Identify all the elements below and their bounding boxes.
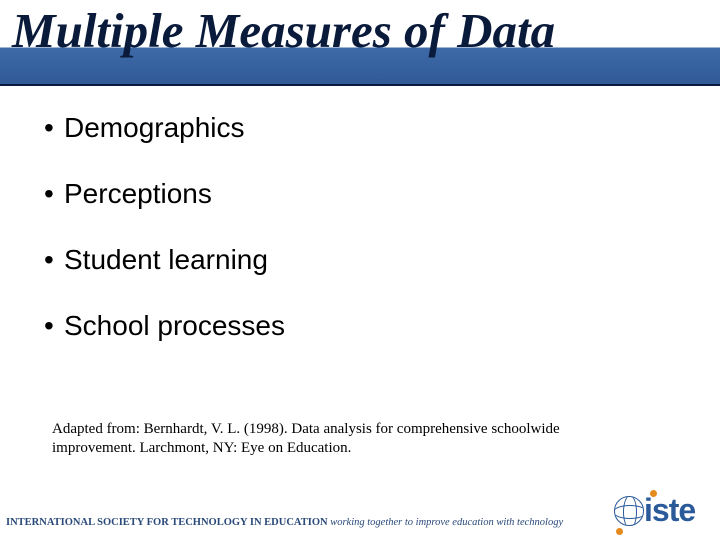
bullet-item: •Student learning bbox=[44, 244, 664, 276]
title-band: Multiple Measures of Data bbox=[0, 0, 720, 86]
footer-text: INTERNATIONAL SOCIETY FOR TECHNOLOGY IN … bbox=[6, 517, 563, 528]
bullet-item: •Demographics bbox=[44, 112, 664, 144]
bullet-label: School processes bbox=[64, 310, 285, 342]
iste-logo: iste bbox=[614, 490, 710, 536]
logo-dot-icon bbox=[616, 528, 623, 535]
bullet-item: •Perceptions bbox=[44, 178, 664, 210]
slide-title: Multiple Measures of Data bbox=[12, 2, 708, 59]
bullet-marker-icon: • bbox=[44, 244, 64, 276]
globe-icon bbox=[614, 496, 644, 526]
bullet-item: •School processes bbox=[44, 310, 664, 342]
logo-dot-icon bbox=[650, 490, 657, 497]
bullet-label: Perceptions bbox=[64, 178, 212, 210]
footer-tagline: working together to improve education wi… bbox=[330, 517, 563, 528]
bullet-marker-icon: • bbox=[44, 112, 64, 144]
citation-text: Adapted from: Bernhardt, V. L. (1998). D… bbox=[52, 420, 612, 458]
footer: INTERNATIONAL SOCIETY FOR TECHNOLOGY IN … bbox=[0, 490, 720, 540]
logo-text: iste bbox=[644, 492, 695, 529]
title-underline bbox=[0, 84, 720, 86]
bullet-marker-icon: • bbox=[44, 310, 64, 342]
bullet-list: •Demographics•Perceptions•Student learni… bbox=[44, 112, 664, 376]
bullet-label: Demographics bbox=[64, 112, 245, 144]
footer-org: INTERNATIONAL SOCIETY FOR TECHNOLOGY IN … bbox=[6, 517, 328, 528]
bullet-label: Student learning bbox=[64, 244, 268, 276]
bullet-marker-icon: • bbox=[44, 178, 64, 210]
